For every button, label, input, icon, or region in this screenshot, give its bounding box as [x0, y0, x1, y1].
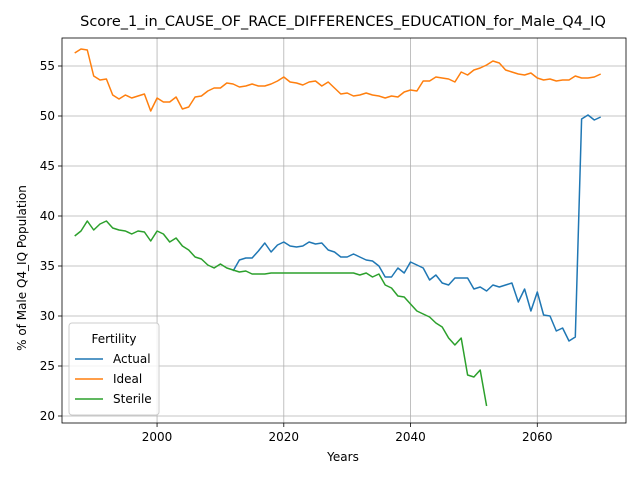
ticks: 2000 2020 2040 2060 20 25 30 35 40 45 50 55: [40, 59, 553, 444]
y-tick-label: 25: [40, 359, 55, 373]
legend-label-sterile: Sterile: [113, 392, 152, 406]
x-tick-label: 2000: [142, 430, 173, 444]
series-group: [74, 48, 602, 407]
x-tick-label: 2020: [269, 430, 300, 444]
axes-frame: [61, 37, 627, 424]
y-tick-label: 35: [40, 259, 55, 273]
legend-box: [68, 322, 160, 416]
legend: Fertility Actual Ideal Sterile: [68, 322, 160, 416]
x-axis-label: Years: [326, 450, 359, 464]
x-tick-label: 2060: [522, 430, 553, 444]
legend-title: Fertility: [91, 332, 136, 346]
y-axis-label: % of Male Q4_IQ Population: [15, 185, 29, 351]
series-line-ideal: [74, 48, 602, 112]
y-tick-label: 40: [40, 209, 55, 223]
y-tick-label: 55: [40, 59, 55, 73]
y-tick-label: 20: [40, 409, 55, 423]
y-tick-label: 30: [40, 309, 55, 323]
legend-label-ideal: Ideal: [113, 372, 142, 386]
series-line-actual: [232, 114, 602, 342]
chart-title: Score_1_in_CAUSE_OF_RACE_DIFFERENCES_EDU…: [80, 14, 606, 30]
y-tick-label: 45: [40, 159, 55, 173]
y-tick-label: 50: [40, 109, 55, 123]
grid: [62, 38, 626, 423]
x-tick-label: 2040: [395, 430, 426, 444]
series-line-sterile: [74, 220, 488, 407]
legend-label-actual: Actual: [113, 352, 151, 366]
